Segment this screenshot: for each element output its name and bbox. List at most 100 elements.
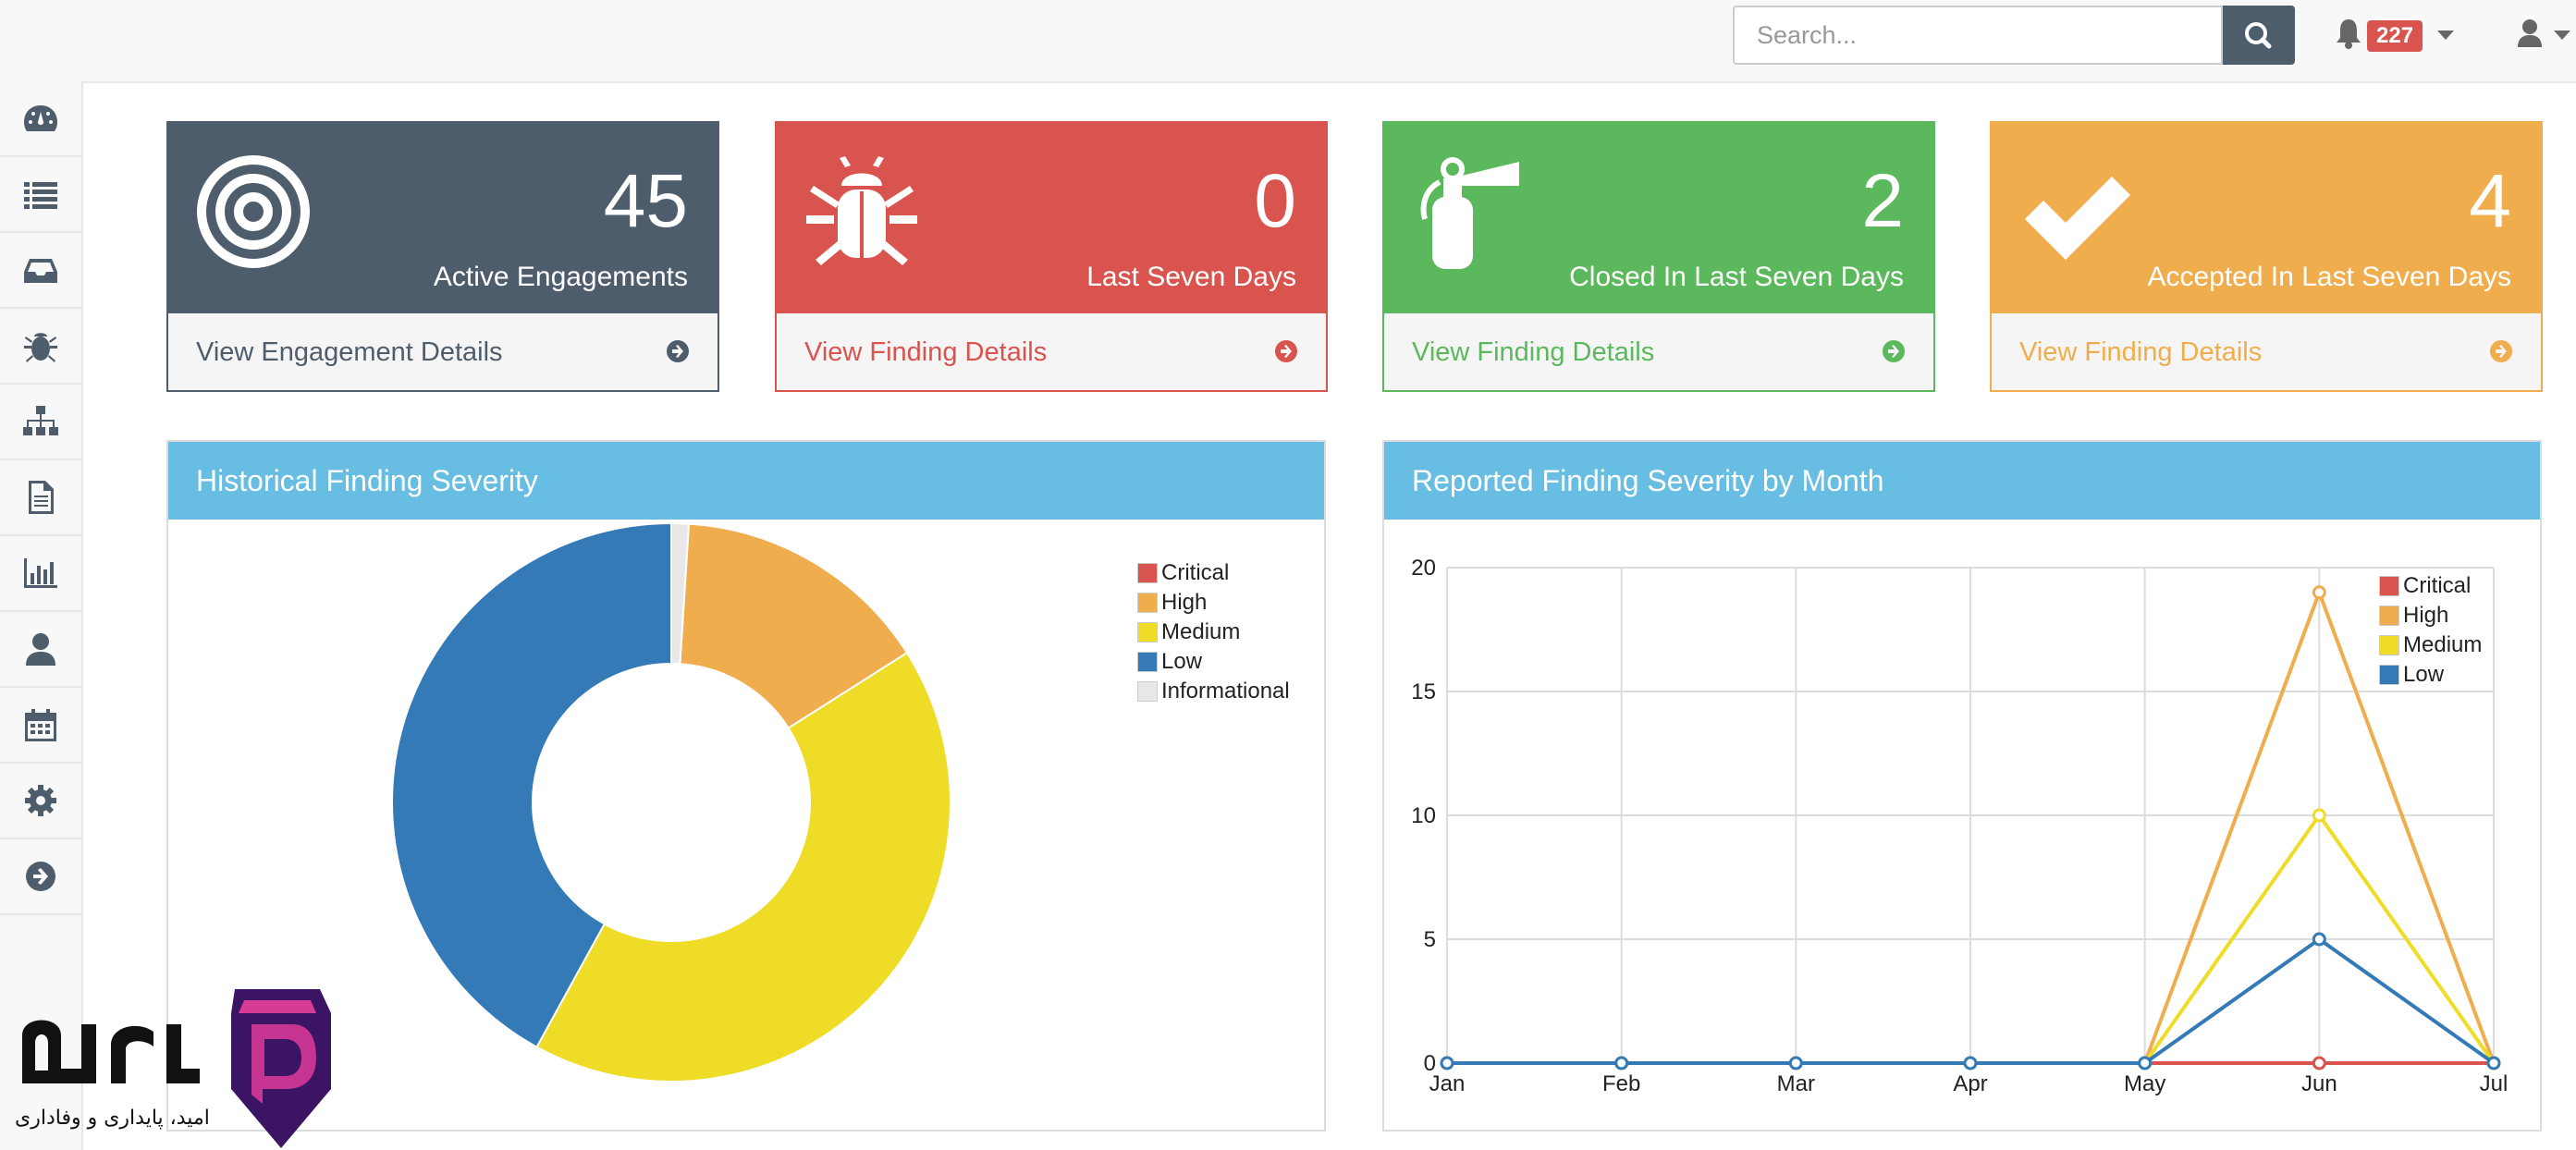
search-button[interactable]: [2223, 6, 2295, 65]
sidebar-item-dashboard[interactable]: [0, 81, 81, 157]
user-icon[interactable]: [2517, 18, 2543, 48]
donut-slice-high: [679, 522, 909, 730]
stat-value: 45: [603, 159, 688, 243]
file-icon: [29, 481, 54, 514]
user-icon: [26, 633, 55, 666]
legend-item: Critical: [1137, 560, 1229, 586]
stat-label: Closed In Last Seven Days: [1569, 262, 1904, 292]
sidebar-item-settings[interactable]: [0, 764, 81, 839]
y-tick-label: 15: [1411, 679, 1436, 704]
severity-donut-chart: [391, 521, 952, 1083]
data-point: [1788, 1056, 1803, 1070]
sidebar-item-metrics[interactable]: [0, 536, 81, 612]
arrow-circle-right-icon: [26, 862, 55, 891]
donut-slice-informational: [670, 521, 691, 666]
stat-label: Accepted In Last Seven Days: [2147, 262, 2511, 292]
legend-swatch: [2379, 665, 2399, 685]
alerts-dropdown-caret-icon[interactable]: [2437, 31, 2454, 40]
y-tick-label: 10: [1411, 803, 1436, 828]
link-label: View Engagement Details: [196, 337, 503, 367]
sidebar-item-list[interactable]: [0, 157, 81, 233]
x-tick-label: Mar: [1777, 1071, 1815, 1096]
accepted-findings-panel: 4 Accepted In Last Seven Days View Findi…: [1990, 121, 2543, 392]
panel-heading: 2 Closed In Last Seven Days: [1384, 123, 1933, 315]
alert-count-badge[interactable]: 227: [2367, 20, 2423, 52]
x-tick-label: Apr: [1953, 1071, 1987, 1096]
data-point: [1440, 1056, 1454, 1070]
x-tick-label: May: [2124, 1071, 2165, 1096]
view-finding-details-link[interactable]: View Finding Details: [1384, 313, 1933, 390]
target-icon: [197, 155, 310, 268]
sidebar-item-users[interactable]: [0, 612, 81, 688]
donut-slice-medium: [535, 651, 952, 1083]
legend-label: Medium: [1161, 619, 1241, 644]
panel-heading: 4 Accepted In Last Seven Days: [1992, 123, 2541, 315]
legend-item: Medium: [1137, 619, 1240, 645]
view-engagement-details-link[interactable]: View Engagement Details: [168, 313, 718, 390]
legend-swatch: [1137, 593, 1158, 613]
legend-label: Informational: [1161, 679, 1290, 703]
legend-label: Critical: [1161, 560, 1230, 585]
panel-heading: 0 Last Seven Days: [777, 123, 1326, 315]
legend-item: High: [1137, 590, 1207, 616]
search-icon: [2245, 22, 2272, 49]
panel-title: Historical Finding Severity: [168, 442, 1324, 520]
legend-swatch: [2379, 635, 2399, 655]
sidebar-item-expand[interactable]: [0, 839, 81, 915]
y-tick-label: 0: [1424, 1051, 1436, 1076]
sidebar-item-inbox[interactable]: [0, 233, 81, 309]
legend-label: Low: [2403, 662, 2445, 687]
data-point: [2312, 585, 2326, 600]
view-finding-details-link[interactable]: View Finding Details: [777, 313, 1326, 390]
sidebar-item-products[interactable]: [0, 385, 81, 460]
stat-label: Active Engagements: [433, 262, 688, 292]
check-icon: [2025, 177, 2130, 260]
severity-line-chart: 0 5 10 15 20 Jan Feb Mar Apr May Jun Jul: [1411, 556, 2509, 1096]
stat-label: Last Seven Days: [1086, 262, 1296, 292]
legend-item: Informational: [1137, 679, 1290, 704]
bug-icon: [24, 333, 57, 362]
historical-severity-panel: Historical Finding Severity Critical High…: [166, 440, 1326, 1132]
calendar-icon: [25, 709, 56, 741]
dashboard-icon: [24, 105, 57, 131]
data-point: [2486, 1056, 2501, 1070]
sidebar-item-findings[interactable]: [0, 309, 81, 385]
x-tick-label: Jul: [2480, 1071, 2509, 1096]
sitemap-icon: [23, 406, 58, 435]
bell-icon[interactable]: [2334, 17, 2363, 50]
view-finding-details-link[interactable]: View Finding Details: [1992, 313, 2541, 390]
legend-swatch: [1137, 652, 1158, 672]
legend-item: Low: [1137, 649, 1202, 675]
sidebar-item-calendar[interactable]: [0, 688, 81, 764]
legend-swatch: [1137, 563, 1158, 583]
bar-chart-icon: [24, 558, 57, 588]
legend-label: Critical: [2403, 573, 2472, 598]
inbox-icon: [24, 259, 57, 283]
watermark-logo: امید، پایداری و وفاداری: [15, 989, 331, 1148]
data-point: [2312, 1056, 2326, 1070]
stat-value: 2: [1861, 159, 1904, 243]
legend-label: Low: [1161, 649, 1203, 674]
donut-slice-low: [391, 521, 672, 1049]
legend-label: Medium: [2403, 632, 2483, 657]
data-point: [1614, 1056, 1629, 1070]
legend-swatch: [1137, 681, 1158, 702]
legend-label: High: [1161, 590, 1208, 615]
y-tick-label: 5: [1424, 927, 1436, 952]
user-dropdown-caret-icon[interactable]: [2554, 31, 2570, 40]
fire-extinguisher-icon: [1420, 157, 1519, 269]
legend-item: Medium: [2379, 632, 2482, 658]
top-navbar: 227: [0, 0, 2576, 83]
sidebar-item-reports[interactable]: [0, 460, 81, 536]
legend-swatch: [2379, 606, 2399, 626]
x-tick-label: Feb: [1602, 1071, 1640, 1096]
active-engagements-panel: 45 Active Engagements View Engagement De…: [166, 121, 719, 392]
search-input[interactable]: [1733, 6, 2223, 65]
sidebar: [0, 81, 83, 1150]
monthly-severity-panel: Reported Finding Severity by Month 0 5 10 1…: [1382, 440, 2542, 1132]
data-point: [2138, 1056, 2153, 1070]
legend-label: High: [2403, 603, 2449, 628]
arrow-circle-right-icon: [2490, 340, 2512, 362]
watermark-text: امید، پایداری و وفاداری: [15, 1107, 210, 1130]
y-tick-label: 20: [1411, 556, 1436, 581]
